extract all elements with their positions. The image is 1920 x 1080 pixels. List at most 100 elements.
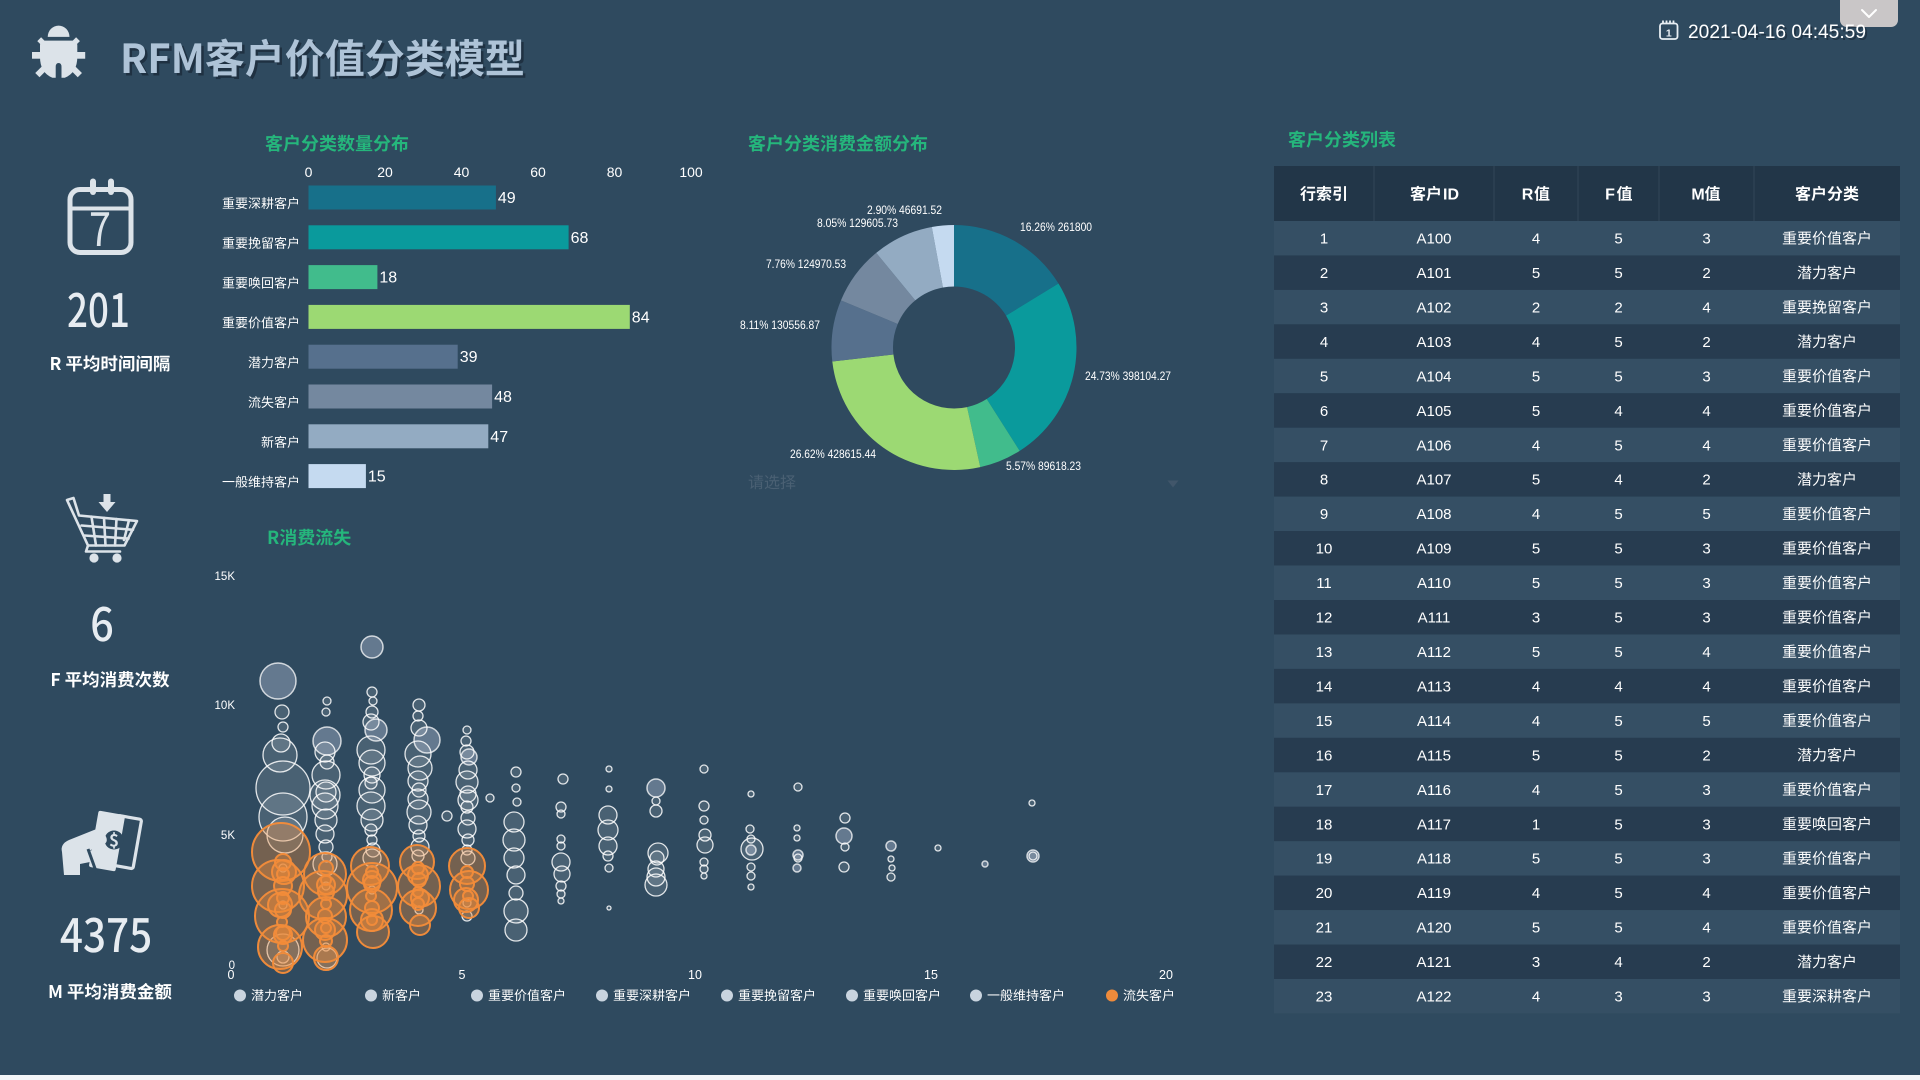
svg-text:A105: A105 <box>1416 403 1451 420</box>
svg-text:A121: A121 <box>1416 954 1451 971</box>
svg-text:15: 15 <box>1316 713 1333 730</box>
svg-text:4: 4 <box>1532 885 1540 902</box>
svg-text:1: 1 <box>1666 28 1672 40</box>
svg-text:5: 5 <box>1532 368 1540 385</box>
svg-text:5: 5 <box>1532 575 1540 592</box>
svg-text:0: 0 <box>228 968 235 982</box>
svg-text:0: 0 <box>229 960 235 972</box>
svg-text:22: 22 <box>1316 954 1333 971</box>
svg-text:4: 4 <box>1614 403 1622 420</box>
svg-text:5: 5 <box>459 968 466 982</box>
svg-text:5: 5 <box>1532 851 1540 868</box>
svg-text:5: 5 <box>1614 644 1622 661</box>
svg-text:10K: 10K <box>215 700 236 712</box>
svg-text:A117: A117 <box>1417 816 1451 833</box>
svg-text:15: 15 <box>368 469 386 486</box>
svg-text:4: 4 <box>1702 885 1710 902</box>
svg-text:4: 4 <box>1532 713 1540 730</box>
svg-text:15K: 15K <box>215 571 236 583</box>
svg-text:F: F <box>1605 187 1615 204</box>
svg-text:ID: ID <box>1443 187 1459 204</box>
svg-text:4: 4 <box>1702 300 1710 317</box>
svg-text:A106: A106 <box>1416 437 1451 454</box>
svg-text:8.05% 129605.73: 8.05% 129605.73 <box>817 216 898 230</box>
svg-text:5: 5 <box>1614 610 1622 627</box>
svg-text:12: 12 <box>1316 610 1333 627</box>
svg-text:18: 18 <box>379 270 397 287</box>
svg-text:5: 5 <box>1532 265 1540 282</box>
svg-text:2: 2 <box>1702 954 1710 971</box>
svg-text:48: 48 <box>494 389 512 406</box>
svg-text:5K: 5K <box>221 830 235 842</box>
svg-text:60: 60 <box>530 164 546 180</box>
svg-text:3: 3 <box>1320 300 1328 317</box>
svg-text:4: 4 <box>1702 403 1710 420</box>
svg-text:A108: A108 <box>1416 506 1451 523</box>
svg-text:A102: A102 <box>1416 300 1451 317</box>
svg-text:5: 5 <box>1614 851 1622 868</box>
svg-text:8: 8 <box>1320 472 1328 489</box>
svg-text:A107: A107 <box>1416 472 1451 489</box>
svg-text:3: 3 <box>1702 231 1710 248</box>
svg-text:2: 2 <box>1320 265 1328 282</box>
svg-text:M: M <box>1691 187 1704 204</box>
svg-text:A120: A120 <box>1416 920 1451 937</box>
svg-text:A103: A103 <box>1416 334 1451 351</box>
svg-text:20: 20 <box>1159 968 1173 982</box>
svg-text:4: 4 <box>1532 679 1540 696</box>
svg-text:2.90% 46691.52: 2.90% 46691.52 <box>867 203 942 217</box>
svg-text:A113: A113 <box>1417 679 1451 696</box>
svg-text:40: 40 <box>454 164 470 180</box>
svg-text:8.11% 130556.87: 8.11% 130556.87 <box>740 318 820 332</box>
svg-text:18: 18 <box>1316 816 1333 833</box>
svg-text:A116: A116 <box>1417 782 1451 799</box>
svg-text:2: 2 <box>1614 300 1622 317</box>
svg-text:A104: A104 <box>1416 368 1451 385</box>
svg-text:19: 19 <box>1316 851 1333 868</box>
svg-text:3: 3 <box>1702 989 1710 1006</box>
svg-text:5: 5 <box>1532 747 1540 764</box>
svg-text:5.57% 89618.23: 5.57% 89618.23 <box>1006 459 1081 473</box>
svg-text:5: 5 <box>1532 472 1540 489</box>
svg-text:49: 49 <box>498 190 516 207</box>
svg-text:A110: A110 <box>1417 575 1451 592</box>
svg-text:5: 5 <box>1614 541 1622 558</box>
svg-text:5: 5 <box>1614 265 1622 282</box>
svg-text:5: 5 <box>1614 782 1622 799</box>
svg-text:A111: A111 <box>1418 610 1451 627</box>
svg-text:3: 3 <box>1532 610 1540 627</box>
svg-text:5: 5 <box>1614 920 1622 937</box>
svg-text:26.62% 428615.44: 26.62% 428615.44 <box>790 447 876 461</box>
svg-text:4: 4 <box>1614 472 1622 489</box>
svg-text:3: 3 <box>1702 816 1710 833</box>
svg-text:5: 5 <box>1614 334 1622 351</box>
svg-text:20: 20 <box>377 164 393 180</box>
svg-text:5: 5 <box>1614 747 1622 764</box>
svg-text:17: 17 <box>1316 782 1333 799</box>
svg-text:A115: A115 <box>1417 747 1451 764</box>
svg-text:80: 80 <box>607 164 623 180</box>
svg-text:A101: A101 <box>1416 265 1451 282</box>
svg-text:3: 3 <box>1702 541 1710 558</box>
svg-text:5: 5 <box>1614 506 1622 523</box>
svg-text:5: 5 <box>1614 713 1622 730</box>
svg-text:1: 1 <box>1320 231 1328 248</box>
svg-text:5: 5 <box>1702 713 1710 730</box>
svg-text:5: 5 <box>1532 920 1540 937</box>
svg-text:A109: A109 <box>1416 541 1451 558</box>
svg-text:11: 11 <box>1316 575 1332 592</box>
svg-text:5: 5 <box>1614 368 1622 385</box>
svg-text:2021-04-16 04:45:59: 2021-04-16 04:45:59 <box>1688 22 1866 43</box>
svg-text:5: 5 <box>1614 575 1622 592</box>
svg-text:A118: A118 <box>1417 851 1451 868</box>
svg-text:R: R <box>1522 187 1534 204</box>
svg-text:5: 5 <box>1532 541 1540 558</box>
svg-text:5: 5 <box>1702 506 1710 523</box>
svg-text:7.76% 124970.53: 7.76% 124970.53 <box>766 257 846 271</box>
svg-text:39: 39 <box>460 349 478 366</box>
svg-text:100: 100 <box>679 164 703 180</box>
svg-text:5: 5 <box>1614 437 1622 454</box>
svg-text:2: 2 <box>1702 265 1710 282</box>
svg-text:3: 3 <box>1702 782 1710 799</box>
svg-text:4: 4 <box>1614 954 1622 971</box>
